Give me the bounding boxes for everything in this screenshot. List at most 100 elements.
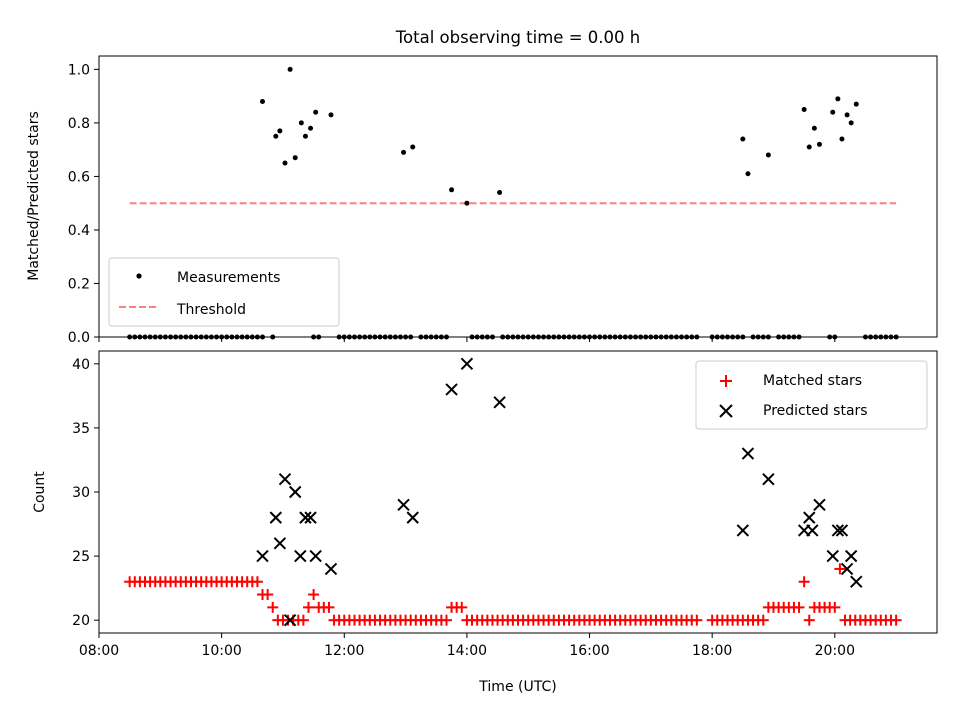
predicted-star-point [283, 613, 297, 627]
top-y-axis-label: Matched/Predicted stars [26, 111, 42, 281]
predicted-star-point [256, 549, 269, 563]
predicted-star-point [762, 472, 775, 486]
top-y-axis: 0.0 0.2 0.4 0.6 0.8 1.0 [68, 62, 99, 346]
predicted-star-stroke [289, 485, 302, 499]
predicted-star-stroke [736, 524, 750, 537]
measurement-point [302, 133, 308, 139]
measurement-point [328, 112, 334, 118]
predicted-star-stroke [493, 396, 506, 409]
measurement-point [830, 109, 836, 115]
measurement-point [835, 96, 841, 102]
top-legend: Measurements Threshold [108, 257, 340, 327]
bottom-legend-box [695, 360, 928, 430]
predicted-star-point [309, 549, 322, 563]
matched-star-point [691, 614, 703, 626]
measurement-point [298, 120, 304, 126]
predicted-star-stroke [256, 549, 269, 563]
predicted-star-point [294, 549, 307, 563]
measurement-point [806, 144, 812, 150]
predicted-star-stroke [294, 549, 307, 563]
bottom-marks [124, 357, 902, 627]
measurement-point [449, 187, 455, 193]
measurement-point [848, 120, 854, 126]
measurement-point [816, 141, 822, 147]
measurement-point [313, 109, 319, 115]
predicted-star-point [324, 562, 338, 576]
predicted-star-stroke [741, 447, 755, 460]
predicted-star-point [397, 498, 410, 512]
bottom-legend-predicted-marker [719, 404, 733, 418]
top-title: Total observing time = 0.00 h [395, 28, 640, 47]
measurement-point [745, 171, 751, 177]
measurement-point [740, 136, 746, 142]
predicted-star-stroke [840, 562, 854, 576]
predicted-star-stroke [283, 613, 297, 627]
bottom-legend-predicted-label: Predicted stars [763, 403, 868, 419]
predicted-star-stroke [304, 511, 317, 524]
matched-star-point [297, 614, 309, 626]
predicted-star-point [741, 447, 755, 460]
bottom-x-tick-label: 14:00 [447, 643, 487, 659]
top-y-tick-label: 0.6 [68, 169, 90, 185]
predicted-star-stroke [406, 511, 419, 524]
top-legend-measurements-label: Measurements [177, 270, 280, 286]
predicted-star-stroke [324, 562, 338, 576]
top-axes-frame [98, 55, 938, 338]
matched-star-point [829, 601, 841, 613]
measurement-point [273, 133, 279, 139]
predicted-star-point [826, 549, 839, 563]
top-y-tick-label: 0.4 [68, 223, 90, 239]
bottom-plot-area: 20 25 30 35 40 08:00 10:00 12:00 14:00 16:00 18:0… [32, 350, 938, 695]
bottom-x-tick-label: 08:00 [79, 643, 119, 659]
bottom-x-tick-label: 10:00 [201, 643, 241, 659]
matched-star-point [440, 614, 452, 626]
predicted-star-stroke [309, 549, 322, 563]
top-x-ticks [98, 337, 836, 342]
predicted-star-point [831, 524, 845, 537]
bottom-legend: Matched stars Predicted stars [695, 360, 928, 430]
bottom-legend-matched-label: Matched stars [763, 373, 862, 389]
predicted-star-stroke [813, 498, 826, 512]
predicted-star-point [445, 383, 458, 396]
predicted-star-point [835, 524, 849, 537]
predicted-star-stroke [762, 472, 775, 486]
predicted-star-point [493, 396, 506, 409]
predicted-star-stroke [397, 498, 410, 512]
measurement-point [287, 66, 293, 72]
predicted-star-point [299, 511, 312, 524]
predicted-star-point [850, 575, 863, 588]
bottom-y-tick-label: 25 [72, 549, 90, 565]
matched-star-point [803, 614, 815, 626]
measurement-point [853, 101, 859, 107]
measurement-point [839, 136, 845, 142]
measurement-point [464, 200, 470, 206]
predicted-star-stroke [850, 575, 863, 588]
predicted-star-point [840, 562, 854, 576]
matched-star-point [793, 601, 805, 613]
matched-star-point [890, 614, 902, 626]
predicted-star-point [736, 524, 750, 537]
predicted-star-stroke [273, 537, 287, 550]
predicted-star-point [269, 511, 283, 524]
predicted-star-stroke [844, 549, 858, 563]
measurement-point [260, 98, 266, 104]
top-y-tick-label: 1.0 [68, 62, 90, 78]
bottom-y-axis: 20 25 30 35 40 [72, 357, 99, 629]
top-plot-area: 0.0 0.2 0.4 0.6 0.8 1.0 Matched/Predicted sta… [26, 55, 938, 346]
top-marks [127, 66, 899, 340]
predicted-star-stroke [460, 357, 474, 371]
matched-star-point [251, 576, 263, 588]
predicted-star-stroke [278, 472, 292, 486]
bottom-y-tick-label: 30 [72, 485, 90, 501]
bottom-x-tick-label: 18:00 [692, 643, 732, 659]
measurement-point [401, 149, 407, 155]
measurement-point [277, 128, 283, 134]
predicted-star-point [406, 511, 419, 524]
top-y-tick-label: 0.0 [68, 330, 90, 346]
predicted-star-stroke [806, 524, 819, 537]
bottom-x-tick-label: 20:00 [815, 643, 855, 659]
bottom-x-axis: 08:00 10:00 12:00 14:00 16:00 18:00 20:00 [79, 633, 855, 659]
measurement-point [801, 107, 807, 113]
matched-star-point [456, 601, 468, 613]
top-legend-threshold-label: Threshold [176, 302, 246, 318]
